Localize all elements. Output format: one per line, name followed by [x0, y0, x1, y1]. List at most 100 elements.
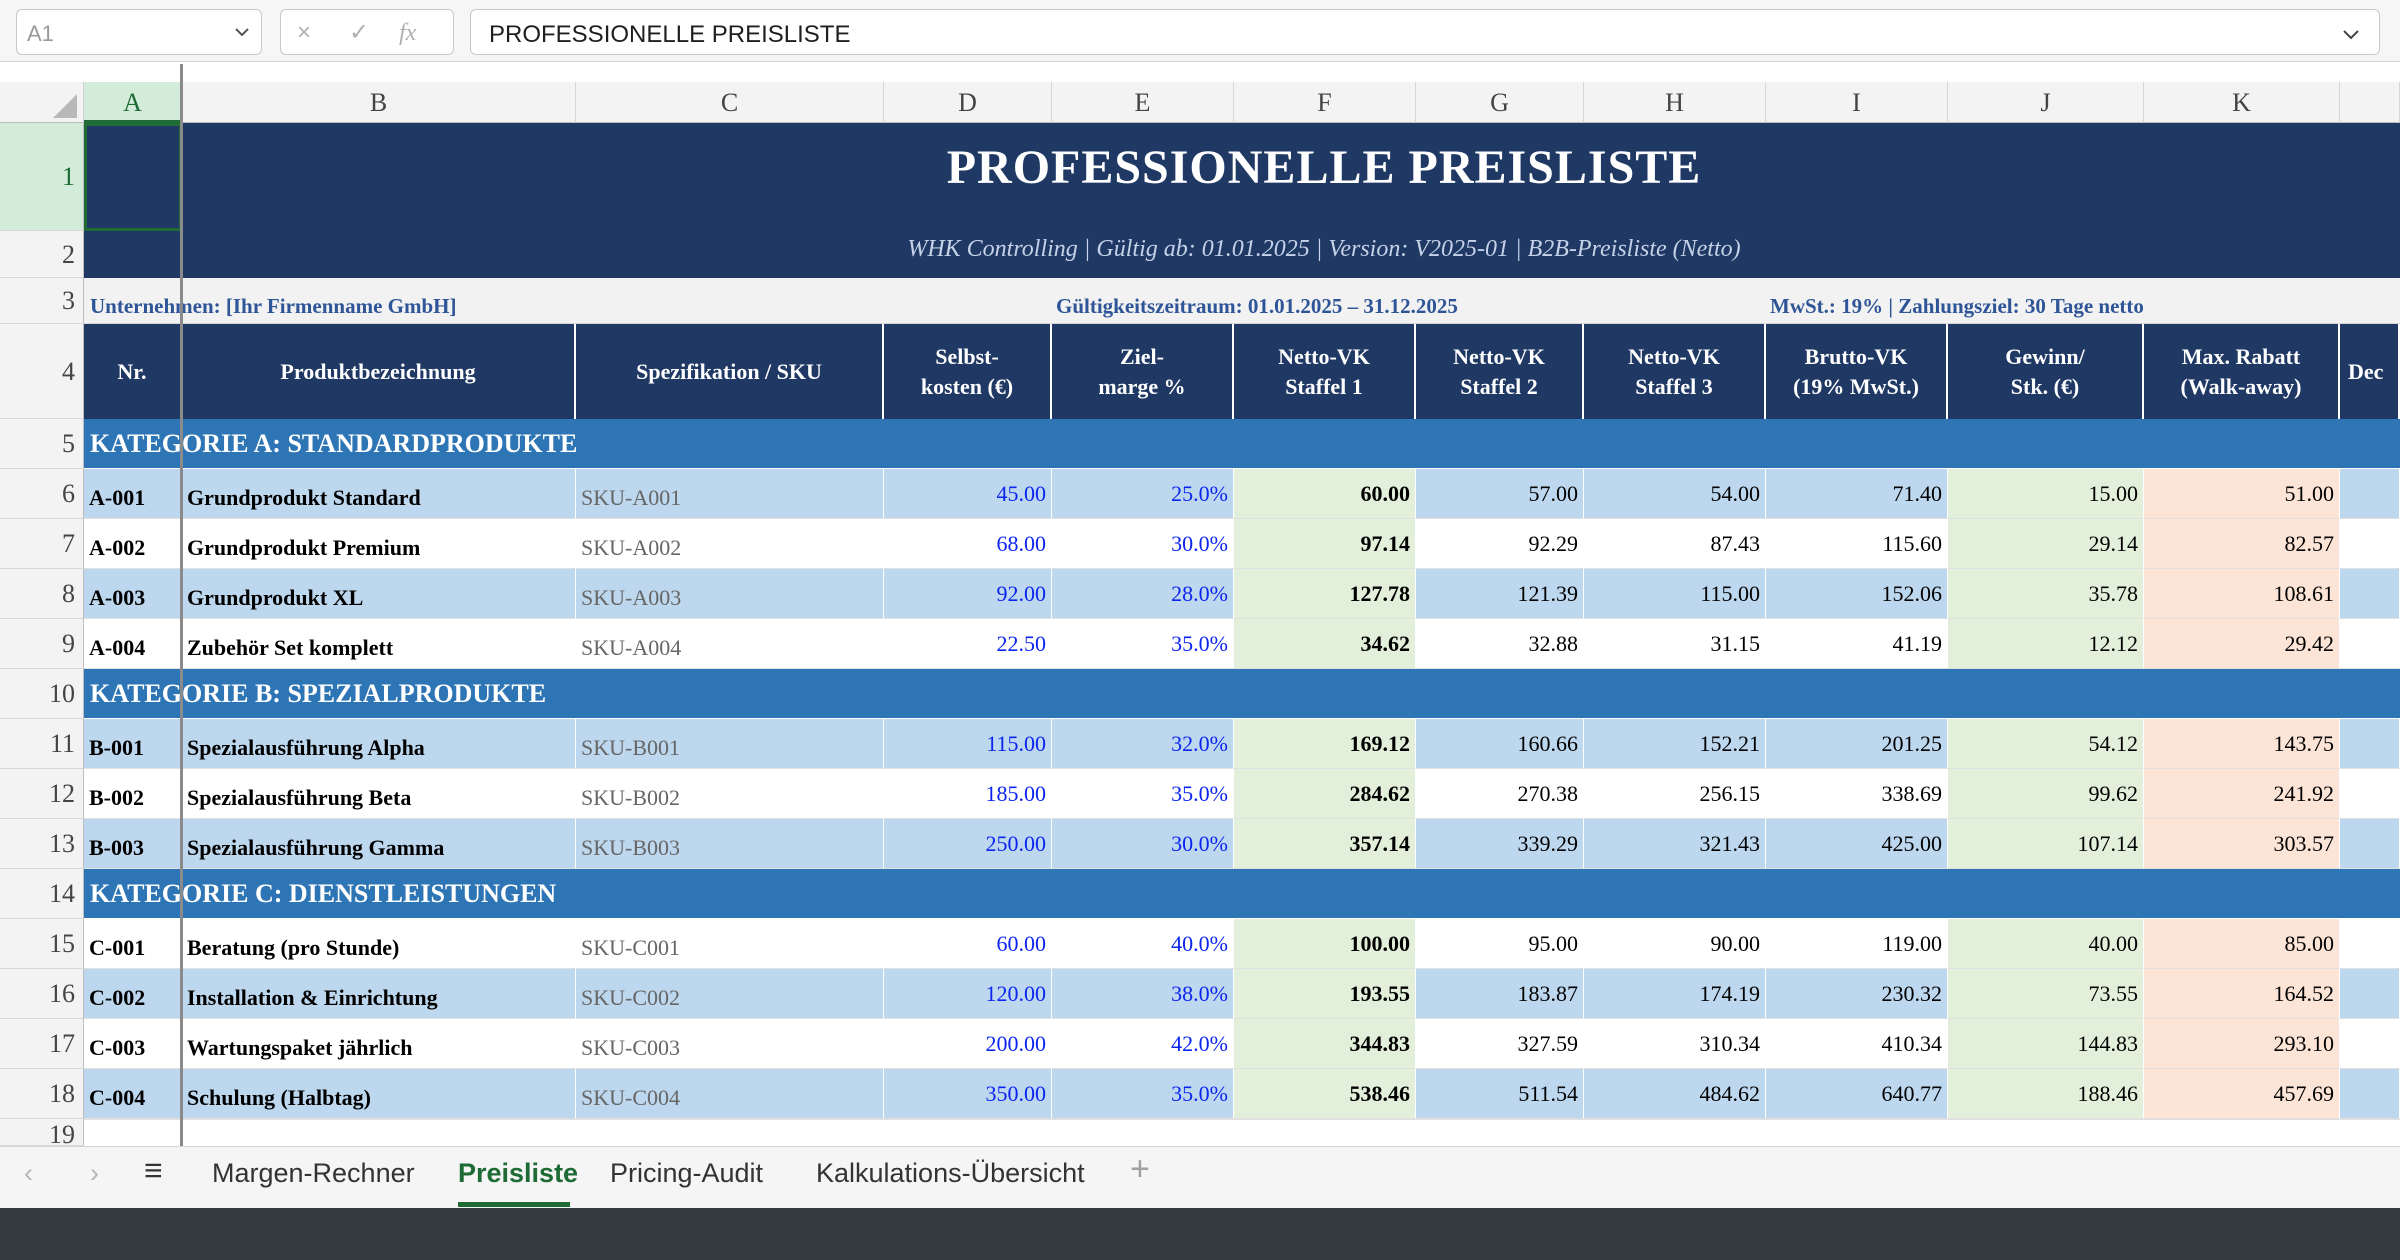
cell-selbstkosten[interactable]: 250.00 — [884, 819, 1052, 869]
cell-selbstkosten[interactable]: 22.50 — [884, 619, 1052, 669]
cell-staffel-3[interactable]: 54.00 — [1584, 469, 1766, 519]
column-header-l[interactable] — [2340, 82, 2400, 123]
cell-brutto-vk[interactable]: 71.40 — [1766, 469, 1948, 519]
cell-max-rabatt[interactable]: 85.00 — [2144, 919, 2340, 969]
cell-gewinn[interactable]: 54.12 — [1948, 719, 2144, 769]
cell-brutto-vk[interactable]: 640.77 — [1766, 1069, 1948, 1119]
info-company[interactable]: Unternehmen: [Ihr Firmenname GmbH] — [90, 294, 457, 318]
cell-staffel-2[interactable]: 270.38 — [1416, 769, 1584, 819]
cell-dec[interactable] — [2340, 819, 2400, 869]
cell-max-rabatt[interactable]: 164.52 — [2144, 969, 2340, 1019]
cell-nr[interactable]: C-004 — [84, 1069, 182, 1119]
row-header-5[interactable]: 5 — [0, 419, 84, 469]
cell-zielmarge[interactable]: 30.0% — [1052, 519, 1234, 569]
info-validity[interactable]: Gültigkeitszeitraum: 01.01.2025 – 31.12.… — [1056, 294, 1458, 318]
cell-staffel-1[interactable]: 357.14 — [1234, 819, 1416, 869]
cell-nr[interactable]: A-002 — [84, 519, 182, 569]
cell-staffel-2[interactable]: 160.66 — [1416, 719, 1584, 769]
cell-produkt[interactable]: Beratung (pro Stunde) — [182, 919, 576, 969]
cell-staffel-3[interactable]: 31.15 — [1584, 619, 1766, 669]
cell-max-rabatt[interactable]: 457.69 — [2144, 1069, 2340, 1119]
row-header-1[interactable]: 1 — [0, 123, 84, 231]
cell-dec[interactable] — [2340, 1069, 2400, 1119]
cell-nr[interactable]: C-002 — [84, 969, 182, 1019]
cell-zielmarge[interactable]: 40.0% — [1052, 919, 1234, 969]
cell-selbstkosten[interactable]: 92.00 — [884, 569, 1052, 619]
row-header-17[interactable]: 17 — [0, 1019, 84, 1069]
cell-sku[interactable]: SKU-B002 — [576, 769, 884, 819]
cell-staffel-2[interactable]: 327.59 — [1416, 1019, 1584, 1069]
column-header-i[interactable]: I — [1766, 82, 1948, 123]
category-row-c[interactable]: KATEGORIE C: DIENSTLEISTUNGEN — [84, 869, 2400, 919]
cell-zielmarge[interactable]: 30.0% — [1052, 819, 1234, 869]
row-header-6[interactable]: 6 — [0, 469, 84, 519]
info-tax[interactable]: MwSt.: 19% | Zahlungsziel: 30 Tage netto — [1770, 294, 2144, 318]
column-header-b[interactable]: B — [182, 82, 576, 123]
cell-staffel-3[interactable]: 310.34 — [1584, 1019, 1766, 1069]
column-header-h[interactable]: H — [1584, 82, 1766, 123]
cell-staffel-1[interactable]: 60.00 — [1234, 469, 1416, 519]
cell-brutto-vk[interactable]: 115.60 — [1766, 519, 1948, 569]
column-header-d[interactable]: D — [884, 82, 1052, 123]
cell-max-rabatt[interactable]: 293.10 — [2144, 1019, 2340, 1069]
cell-sku[interactable]: SKU-B001 — [576, 719, 884, 769]
cell-zielmarge[interactable]: 42.0% — [1052, 1019, 1234, 1069]
cell-selbstkosten[interactable]: 60.00 — [884, 919, 1052, 969]
cell-max-rabatt[interactable]: 82.57 — [2144, 519, 2340, 569]
tab-margen-rechner[interactable]: Margen-Rechner — [212, 1158, 415, 1188]
cell-gewinn[interactable]: 12.12 — [1948, 619, 2144, 669]
column-header-c[interactable]: C — [576, 82, 884, 123]
cell-gewinn[interactable]: 40.00 — [1948, 919, 2144, 969]
cell-sku[interactable]: SKU-A004 — [576, 619, 884, 669]
cell-gewinn[interactable]: 188.46 — [1948, 1069, 2144, 1119]
header-brutto-vk[interactable]: Brutto-VK (19% MwSt.) — [1766, 324, 1948, 419]
cell-zielmarge[interactable]: 35.0% — [1052, 1069, 1234, 1119]
cell-sku[interactable]: SKU-C004 — [576, 1069, 884, 1119]
cell-staffel-1[interactable]: 344.83 — [1234, 1019, 1416, 1069]
header-selbstkosten[interactable]: Selbst- kosten (€) — [884, 324, 1052, 419]
cell-staffel-2[interactable]: 511.54 — [1416, 1069, 1584, 1119]
header-gewinn[interactable]: Gewinn/ Stk. (€) — [1948, 324, 2144, 419]
cell-produkt[interactable]: Schulung (Halbtag) — [182, 1069, 576, 1119]
cell-zielmarge[interactable]: 35.0% — [1052, 769, 1234, 819]
cell-staffel-1[interactable]: 34.62 — [1234, 619, 1416, 669]
cell-nr[interactable]: B-001 — [84, 719, 182, 769]
cell-staffel-1[interactable]: 127.78 — [1234, 569, 1416, 619]
cell-brutto-vk[interactable]: 425.00 — [1766, 819, 1948, 869]
header-sku[interactable]: Spezifikation / SKU — [576, 324, 884, 419]
cell-zielmarge[interactable]: 28.0% — [1052, 569, 1234, 619]
select-all-corner[interactable] — [0, 82, 84, 123]
cell-selbstkosten[interactable]: 120.00 — [884, 969, 1052, 1019]
formula-input[interactable]: PROFESSIONELLE PREISLISTE — [470, 9, 2380, 55]
cell-produkt[interactable]: Grundprodukt Standard — [182, 469, 576, 519]
cell-staffel-2[interactable]: 339.29 — [1416, 819, 1584, 869]
cell-staffel-2[interactable]: 95.00 — [1416, 919, 1584, 969]
cell-sku[interactable]: SKU-C002 — [576, 969, 884, 1019]
column-header-e[interactable]: E — [1052, 82, 1234, 123]
cell-sku[interactable]: SKU-A001 — [576, 469, 884, 519]
cell-selbstkosten[interactable]: 200.00 — [884, 1019, 1052, 1069]
header-max-rabatt[interactable]: Max. Rabatt (Walk-away) — [2144, 324, 2340, 419]
cell-sku[interactable]: SKU-C003 — [576, 1019, 884, 1069]
cell-produkt[interactable]: Grundprodukt Premium — [182, 519, 576, 569]
cell-max-rabatt[interactable]: 143.75 — [2144, 719, 2340, 769]
header-staffel-1[interactable]: Netto-VK Staffel 1 — [1234, 324, 1416, 419]
cell-staffel-3[interactable]: 321.43 — [1584, 819, 1766, 869]
cell-dec[interactable] — [2340, 769, 2400, 819]
category-row-a[interactable]: KATEGORIE A: STANDARDPRODUKTE — [84, 419, 2400, 469]
cell-selbstkosten[interactable]: 185.00 — [884, 769, 1052, 819]
row-header-2[interactable]: 2 — [0, 231, 84, 278]
header-staffel-3[interactable]: Netto-VK Staffel 3 — [1584, 324, 1766, 419]
row-header-15[interactable]: 15 — [0, 919, 84, 969]
row-header-12[interactable]: 12 — [0, 769, 84, 819]
cell-selbstkosten[interactable]: 68.00 — [884, 519, 1052, 569]
header-zielmarge[interactable]: Ziel- marge % — [1052, 324, 1234, 419]
cell-zielmarge[interactable]: 25.0% — [1052, 469, 1234, 519]
cell-staffel-3[interactable]: 87.43 — [1584, 519, 1766, 569]
cell-selbstkosten[interactable]: 115.00 — [884, 719, 1052, 769]
cell-brutto-vk[interactable]: 230.32 — [1766, 969, 1948, 1019]
cell-nr[interactable]: C-001 — [84, 919, 182, 969]
cell-staffel-3[interactable]: 90.00 — [1584, 919, 1766, 969]
cell-max-rabatt[interactable]: 108.61 — [2144, 569, 2340, 619]
row-header-10[interactable]: 10 — [0, 669, 84, 719]
